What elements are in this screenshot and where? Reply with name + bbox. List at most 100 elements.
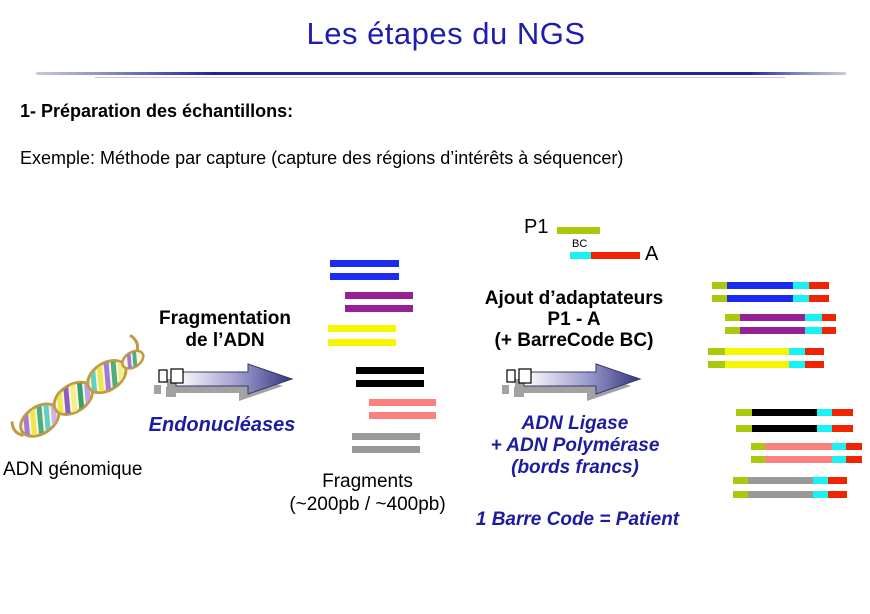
adapted-fragment-bar-blue <box>712 295 829 302</box>
fragment-bar-blue <box>330 260 399 267</box>
fragmentation-label-line2: de l’ADN <box>185 330 265 351</box>
fragment-segment <box>765 443 832 450</box>
endonuclease-label: Endonucléases <box>148 414 296 436</box>
fragment-segment <box>727 295 793 302</box>
p1-adapter-bar <box>557 227 600 234</box>
p1-adapter-segment <box>733 491 748 498</box>
fragment-bar-blue <box>330 273 399 280</box>
fragment-bar-gray <box>352 433 420 440</box>
a-label: A <box>645 243 659 265</box>
bc-barcode-bar <box>570 252 591 259</box>
fragment-bar-purple <box>345 292 413 299</box>
fragments-label-line1: Fragments <box>322 471 413 492</box>
p1-adapter-segment <box>751 443 765 450</box>
a-adapter-segment <box>822 314 836 321</box>
bc-barcode-segment <box>793 282 809 289</box>
ligase-label: ADN Ligase + ADN Polymérase (bords franc… <box>470 413 680 479</box>
adapter-title-line3: (+ BarreCode BC) <box>494 330 654 351</box>
fragment-bar-yellow <box>328 325 396 332</box>
adapter-ligation-arrow <box>502 363 642 401</box>
fragment-bar-purple <box>345 305 413 312</box>
p1-adapter-segment <box>736 409 752 416</box>
a-adapter-bar <box>591 252 640 259</box>
helix-lobe <box>121 349 145 370</box>
page-title: Les étapes du NGS <box>306 16 586 51</box>
a-adapter-segment <box>805 361 824 368</box>
p1-label: P1 <box>524 216 549 238</box>
fragmentation-arrow <box>154 363 294 401</box>
fragment-segment <box>765 456 832 463</box>
a-adapter-segment <box>832 425 853 432</box>
title-divider-echo <box>95 77 785 78</box>
adapted-fragment-bar-pink <box>751 456 862 463</box>
bc-barcode-segment <box>789 348 805 355</box>
helix-curl-left <box>10 421 24 437</box>
adapted-fragment-bar-purple <box>725 327 836 334</box>
adapter-title-line1: Ajout d’adaptateurs <box>484 288 664 309</box>
restriction-site-square <box>170 368 184 384</box>
barcode-note: 1 Barre Code = Patient <box>475 509 680 530</box>
bc-barcode-segment <box>813 491 828 498</box>
a-adapter-segment <box>828 477 847 484</box>
fragment-segment <box>748 477 813 484</box>
a-adapter-segment <box>805 348 824 355</box>
fragment-segment <box>740 314 805 321</box>
ligase-line2: + ADN Polymérase <box>490 435 660 456</box>
p1-adapter-segment <box>725 327 740 334</box>
bc-barcode-segment <box>813 477 828 484</box>
adapted-fragment-bar-gray <box>733 491 847 498</box>
bc-barcode-segment <box>832 456 846 463</box>
fragment-bar-black <box>356 380 424 387</box>
adapter-step-title: Ajout d’adaptateurs P1 - A (+ BarreCode … <box>459 288 689 351</box>
fragment-segment <box>725 348 789 355</box>
adapted-fragment-bar-yellow <box>708 361 824 368</box>
fragment-bar-black <box>356 367 424 374</box>
fragment-segment <box>727 282 793 289</box>
step-heading: 1- Préparation des échantillons: <box>20 101 294 121</box>
ligase-line3: (bords francs) <box>511 457 639 478</box>
a-adapter-segment <box>832 409 853 416</box>
fragments-label-line2: (~200pb / ~400pb) <box>289 494 446 515</box>
adapted-fragment-bar-blue <box>712 282 829 289</box>
genomic-dna-label: ADN génomique <box>3 459 143 480</box>
example-line: Exemple: Méthode par capture (capture de… <box>20 148 624 168</box>
a-adapter-segment <box>846 443 862 450</box>
title-divider <box>36 72 846 75</box>
ligase-line1: ADN Ligase <box>521 413 629 434</box>
bc-label: BC <box>572 238 588 250</box>
adapter-title-line2: P1 - A <box>547 309 601 330</box>
bc-barcode-segment <box>793 295 809 302</box>
bc-barcode-segment <box>805 314 822 321</box>
fragmentation-label: Fragmentation de l’ADN <box>150 308 300 352</box>
adapted-fragment-bar-purple <box>725 314 836 321</box>
p1-adapter-segment <box>736 425 752 432</box>
p1-adapter-segment <box>708 348 725 355</box>
bc-barcode-segment <box>817 425 832 432</box>
adapted-fragment-bar-pink <box>751 443 862 450</box>
adapted-fragment-bar-yellow <box>708 348 824 355</box>
dna-helix-image <box>10 333 145 438</box>
a-adapter-segment <box>822 327 836 334</box>
restriction-site-square <box>158 369 168 383</box>
fragment-bar-gray <box>352 446 420 453</box>
p1-adapter-segment <box>725 314 740 321</box>
p1-adapter-segment <box>733 477 748 484</box>
fragment-bar-yellow <box>328 339 396 346</box>
adapted-fragment-bar-black <box>736 409 853 416</box>
p1-adapter-segment <box>708 361 725 368</box>
fragment-segment <box>752 409 817 416</box>
bc-barcode-segment <box>817 409 832 416</box>
fragments-label: Fragments (~200pb / ~400pb) <box>280 470 455 516</box>
bc-barcode-segment <box>805 327 822 334</box>
fragmentation-label-line1: Fragmentation <box>159 308 291 329</box>
helix-curl-right <box>129 333 140 354</box>
p1-adapter-segment <box>712 295 727 302</box>
fragment-segment <box>725 361 789 368</box>
helix-lobe <box>86 358 128 395</box>
a-adapter-segment <box>846 456 862 463</box>
adapted-fragment-bar-black <box>736 425 853 432</box>
fragment-bar-pink <box>369 399 436 406</box>
p1-adapter-segment <box>712 282 727 289</box>
bc-barcode-segment <box>789 361 805 368</box>
